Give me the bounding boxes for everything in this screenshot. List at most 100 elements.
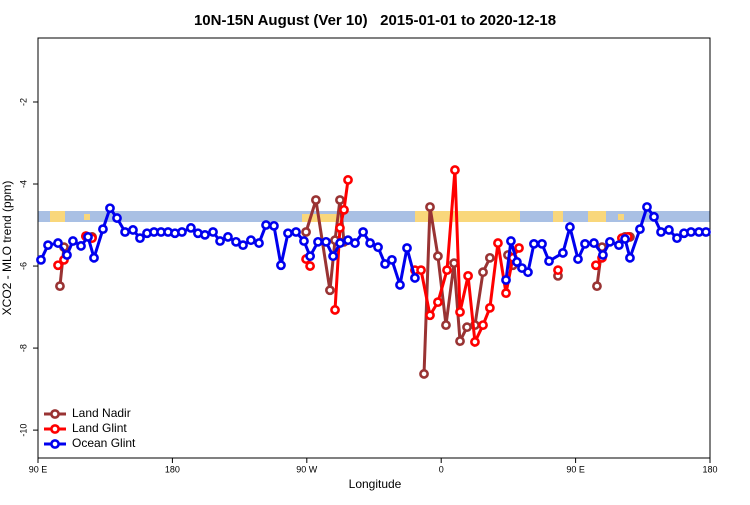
data-point bbox=[83, 232, 93, 242]
data-point bbox=[305, 251, 315, 262]
legend-marker bbox=[50, 439, 60, 449]
data-point bbox=[380, 259, 390, 269]
data-point bbox=[339, 204, 349, 215]
data-point bbox=[553, 265, 563, 276]
data-point bbox=[514, 243, 524, 253]
data-point bbox=[335, 223, 345, 233]
data-point bbox=[53, 260, 63, 271]
data-point bbox=[311, 195, 321, 205]
map-strip bbox=[38, 211, 710, 222]
data-point bbox=[128, 225, 138, 235]
data-point bbox=[449, 258, 459, 269]
data-point bbox=[299, 236, 309, 246]
data-point bbox=[580, 238, 590, 249]
data-point bbox=[484, 252, 495, 263]
data-point bbox=[598, 250, 608, 260]
data-point bbox=[313, 236, 323, 247]
data-point bbox=[291, 227, 301, 237]
data-point bbox=[425, 202, 435, 212]
data-point bbox=[215, 236, 225, 246]
data-point bbox=[573, 254, 583, 264]
data-point bbox=[450, 165, 460, 175]
data-point bbox=[335, 195, 345, 205]
data-point bbox=[656, 227, 666, 237]
data-point bbox=[387, 254, 397, 265]
data-point bbox=[591, 260, 601, 271]
data-point bbox=[402, 243, 412, 253]
data-point bbox=[301, 227, 311, 237]
data-point bbox=[462, 322, 472, 333]
data-point bbox=[441, 320, 451, 331]
data-point bbox=[433, 251, 443, 262]
data-point bbox=[701, 227, 711, 237]
y-axis-label: XCO2 - MLO trend (ppm) bbox=[0, 181, 14, 316]
data-point bbox=[506, 236, 516, 246]
data-point bbox=[419, 369, 429, 379]
data-point bbox=[373, 242, 383, 253]
data-point bbox=[68, 236, 78, 246]
data-point bbox=[358, 227, 368, 237]
data-point bbox=[321, 236, 331, 247]
legend-label: Land Glint bbox=[72, 421, 127, 435]
data-point bbox=[493, 238, 503, 248]
x-tick-label: 180 bbox=[702, 464, 717, 474]
data-point bbox=[223, 232, 233, 242]
data-point bbox=[283, 228, 293, 239]
data-point bbox=[463, 270, 473, 281]
data-point bbox=[208, 227, 218, 237]
data-point bbox=[478, 267, 488, 278]
data-point bbox=[53, 238, 63, 248]
data-point bbox=[330, 305, 340, 315]
data-point bbox=[98, 224, 108, 235]
data-point bbox=[328, 251, 338, 262]
data-point bbox=[112, 213, 122, 223]
data-point bbox=[305, 261, 315, 271]
plot-frame bbox=[37, 37, 711, 459]
data-point bbox=[455, 336, 465, 347]
x-tick-label: 90 W bbox=[296, 464, 318, 474]
data-point bbox=[592, 281, 602, 292]
x-axis-label: Longitude bbox=[349, 477, 402, 491]
data-point bbox=[246, 235, 256, 246]
data-point bbox=[484, 302, 495, 313]
data-point bbox=[365, 238, 376, 248]
data-point bbox=[614, 240, 624, 251]
series-line bbox=[58, 199, 630, 374]
data-point bbox=[672, 233, 682, 244]
data-point bbox=[177, 227, 187, 237]
data-point bbox=[649, 211, 659, 222]
data-point bbox=[76, 241, 86, 251]
data-point bbox=[478, 320, 488, 331]
data-point bbox=[523, 267, 533, 278]
data-point bbox=[470, 337, 480, 347]
data-point bbox=[343, 175, 353, 185]
data-point bbox=[105, 203, 115, 214]
y-tick-label: -4 bbox=[18, 180, 28, 188]
data-point bbox=[335, 238, 346, 248]
data-point bbox=[537, 238, 547, 249]
data-point bbox=[416, 265, 426, 276]
data-point bbox=[664, 225, 674, 235]
data-point bbox=[625, 252, 635, 263]
data-point bbox=[254, 238, 264, 248]
legend-label: Ocean Glint bbox=[72, 436, 136, 450]
data-point bbox=[442, 265, 452, 276]
data-point bbox=[620, 234, 630, 244]
data-point bbox=[425, 310, 435, 321]
data-point bbox=[120, 227, 130, 237]
data-point bbox=[36, 254, 46, 265]
data-point bbox=[55, 281, 65, 292]
legend-marker bbox=[50, 409, 60, 419]
data-point bbox=[325, 285, 335, 296]
data-point bbox=[605, 236, 615, 247]
x-tick-label: 90 E bbox=[29, 464, 48, 474]
data-point bbox=[395, 280, 405, 290]
x-tick-label: 0 bbox=[439, 464, 444, 474]
data-point bbox=[455, 307, 465, 317]
y-tick-label: -8 bbox=[18, 344, 28, 352]
legend-label: Land Nadir bbox=[72, 406, 131, 420]
data-point bbox=[350, 238, 360, 248]
data-point bbox=[62, 250, 72, 260]
chart-title: 10N-15N August (Ver 10) 2015-01-01 to 20… bbox=[194, 12, 556, 29]
